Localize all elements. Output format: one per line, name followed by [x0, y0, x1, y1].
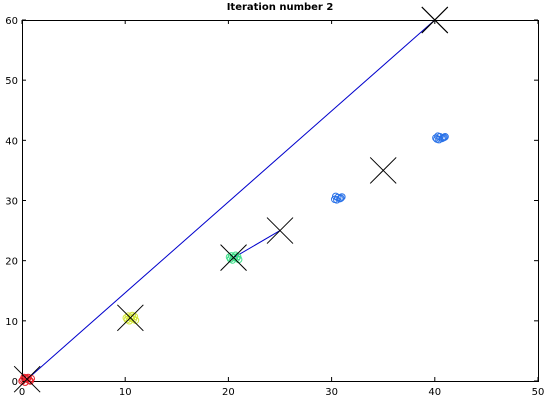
centroid-marker — [117, 304, 144, 332]
data-point — [26, 377, 34, 385]
x-tick-label: 10 — [119, 387, 132, 398]
data-point — [122, 314, 130, 322]
y-tick-label: 20 — [5, 257, 18, 268]
centroid-trajectory — [26, 19, 436, 380]
y-tick-label: 40 — [5, 136, 18, 147]
x-tick-label: 40 — [428, 387, 441, 398]
plot-frame — [22, 20, 539, 382]
y-tick-label: 30 — [5, 197, 18, 208]
x-tick-label: 50 — [532, 387, 545, 398]
centroid-marker — [421, 6, 449, 34]
data-point — [432, 134, 440, 142]
y-tick-label: 10 — [5, 317, 18, 328]
y-tick-label: 50 — [5, 76, 18, 87]
data-point — [441, 133, 449, 141]
x-tick-label: 30 — [325, 387, 338, 398]
data-point — [332, 192, 340, 200]
y-tick-label: 60 — [5, 16, 18, 27]
data-point — [336, 194, 344, 203]
axis-ticks: 0 10 20 30 40 50 0 10 20 30 40 50 60 — [5, 16, 544, 398]
centroid-trajectories — [26, 19, 436, 380]
chart-title: Iteration number 2 — [227, 2, 334, 13]
centroid-marker — [369, 157, 397, 184]
centroid-marker — [220, 244, 247, 272]
data-point — [20, 373, 28, 382]
x-tick-label: 20 — [222, 387, 235, 398]
centroid-markers — [13, 6, 449, 393]
data-point — [128, 311, 137, 320]
x-tick-label: 0 — [19, 387, 25, 398]
centroid-marker — [13, 365, 41, 393]
data-point — [434, 132, 442, 140]
previous-centroid-marker — [266, 217, 294, 244]
y-tick-label: 0 — [12, 377, 18, 388]
centroid-trajectory — [233, 230, 281, 259]
